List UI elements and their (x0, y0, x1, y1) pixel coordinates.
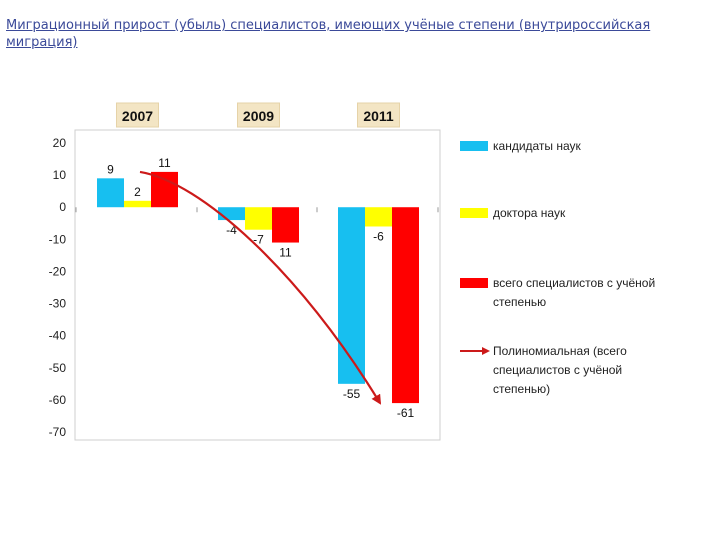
y-tick-label: 0 (59, 200, 66, 214)
trendline (139, 170, 382, 405)
legend-label: степенью) (493, 382, 550, 396)
bar-total (151, 171, 178, 208)
bar-candidates (338, 207, 365, 384)
data-label: -7 (253, 233, 264, 247)
category-label: 2011 (363, 108, 394, 124)
y-tick-label: 10 (53, 168, 67, 182)
data-label: 11 (158, 156, 171, 170)
data-label: -61 (397, 406, 415, 420)
y-axis: 20 10 0 -10 -20 -30 -40 -50 -60 -70 (49, 136, 67, 439)
legend-label: всего специалистов с учёной (493, 276, 655, 290)
legend-swatch (460, 278, 488, 288)
legend-label: Полиномиальная (всего (493, 344, 627, 358)
data-label: -6 (373, 229, 384, 243)
category-box (237, 102, 280, 128)
y-tick-label: -30 (49, 297, 67, 311)
legend-swatch (460, 208, 488, 218)
bar-doctors (124, 200, 151, 208)
value-labels: 9 -4 -55 2 -7 -6 11 11 -61 (107, 156, 414, 420)
y-tick-label: -60 (49, 393, 67, 407)
y-tick-label: -50 (49, 361, 67, 375)
bars (97, 171, 419, 404)
legend-label: степенью (493, 295, 546, 309)
data-label: 2 (134, 185, 141, 199)
y-tick-label: -10 (49, 232, 67, 246)
data-label: -4 (226, 223, 237, 237)
legend-swatch (460, 141, 488, 151)
x-axis: 2007 2009 2011 (75, 102, 439, 213)
bar-doctors (245, 207, 272, 230)
data-label: -55 (343, 387, 361, 401)
category-label: 2009 (243, 108, 274, 124)
trendline-path (139, 170, 382, 405)
y-tick-label: -40 (49, 329, 67, 343)
category-box (116, 102, 159, 128)
legend-label: специалистов с учёной (493, 363, 622, 377)
bar-candidates (218, 207, 245, 221)
legend: кандидаты наук доктора наук всего специали… (460, 139, 655, 396)
category-box (357, 102, 400, 128)
bar-total (272, 207, 299, 243)
legend-label: доктора наук (493, 206, 566, 220)
data-label: 11 (279, 246, 292, 260)
y-tick-label: -70 (49, 425, 67, 439)
legend-label: кандидаты наук (493, 139, 582, 153)
bar-total (392, 207, 419, 404)
bar-candidates (97, 178, 124, 208)
page-title: Миграционный прирост (убыль) специалисто… (6, 18, 651, 50)
y-tick-label: 20 (53, 136, 67, 150)
y-tick-label: -20 (49, 264, 67, 278)
plot-frame (74, 129, 441, 441)
bar-doctors (365, 207, 392, 227)
category-label: 2007 (122, 108, 153, 124)
data-label: 9 (107, 162, 114, 176)
legend-trend-arrow (482, 347, 490, 355)
